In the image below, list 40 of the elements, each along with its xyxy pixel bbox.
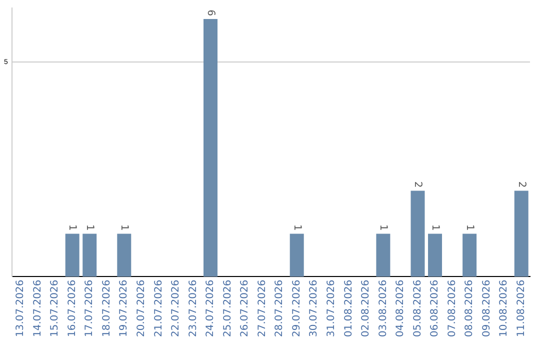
data-label: 6 [204,10,216,16]
x-tick-label: 19.07.2026 [118,280,130,338]
x-tick-label: 25.07.2026 [222,280,234,338]
data-label: 1 [84,224,96,231]
x-tick-label: 04.08.2026 [395,280,406,338]
x-tick-label: 20.07.2026 [136,280,148,338]
x-tick-label: 14.07.2026 [32,280,44,338]
x-tick-label: 23.07.2026 [188,280,199,338]
x-tick-label: 02.08.2026 [360,280,372,338]
data-label: 1 [378,224,389,231]
x-tick-label: 31.07.2026 [326,280,337,338]
x-tick-label: 21.07.2026 [153,280,164,338]
x-tick-label: 11.08.2026 [516,280,527,338]
x-tick-label: 01.08.2026 [343,280,354,338]
data-label: 2 [516,181,527,188]
x-tick-label: 10.08.2026 [498,280,510,338]
x-tick-label: 08.08.2026 [464,280,476,338]
x-tick-label: 22.07.2026 [170,280,182,338]
data-label: 1 [429,224,440,231]
data-label: 1 [291,224,302,231]
x-tick-label: 06.08.2026 [430,280,441,338]
x-tick-label: 24.07.2026 [205,280,216,338]
data-label: 1 [464,224,475,231]
x-tick-label: 07.08.2026 [446,280,458,338]
x-tick-label: 27.07.2026 [256,280,268,338]
x-tick-label: 18.07.2026 [101,280,112,338]
x-tick-label: 16.07.2026 [66,280,78,338]
data-label: 2 [412,181,424,188]
x-tick-label: 05.08.2026 [412,280,424,338]
data-label: 1 [118,224,130,231]
x-tick-label: 26.07.2026 [240,280,251,338]
x-tick-label: 15.07.2026 [50,280,61,338]
x-tick-label: 13.07.2026 [15,280,26,338]
x-tick-label: 17.07.2026 [84,280,96,338]
x-tick-label: 09.08.2026 [481,280,492,338]
x-tick-label: 30.07.2026 [308,280,320,338]
x-tick-label: 29.07.2026 [291,280,302,338]
data-label: 1 [66,224,78,231]
x-tick-label: 28.07.2026 [274,280,286,338]
x-tick-label: 03.08.2026 [378,280,389,338]
